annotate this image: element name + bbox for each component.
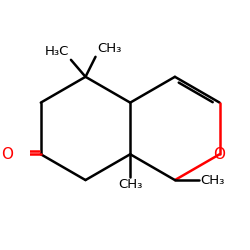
Text: CH₃: CH₃	[201, 174, 225, 186]
Text: O: O	[214, 147, 226, 162]
Text: H₃C: H₃C	[45, 46, 69, 59]
Text: CH₃: CH₃	[118, 178, 142, 191]
Text: O: O	[1, 147, 13, 162]
Text: CH₃: CH₃	[97, 42, 121, 56]
